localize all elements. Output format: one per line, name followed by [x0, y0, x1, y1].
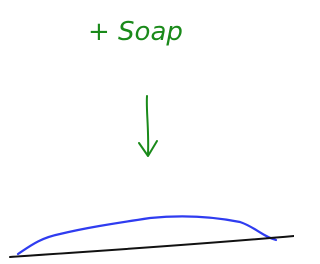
annotation-text: + Soap	[88, 17, 183, 47]
page: {"annotation": {"text": "+ Soap"}} + Soa…	[0, 0, 294, 264]
sketch-canvas: + Soap	[0, 0, 294, 264]
